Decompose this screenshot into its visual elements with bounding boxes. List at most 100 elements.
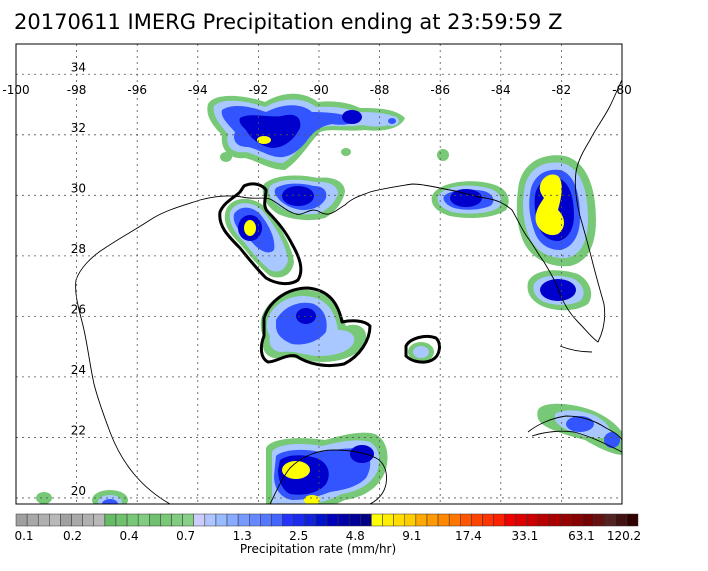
- colorbar-tick-label: 9.1: [402, 529, 421, 543]
- lon-tick-label: -88: [370, 83, 390, 97]
- colorbar-swatch: [293, 513, 306, 527]
- colorbar-swatch: [249, 513, 261, 527]
- colorbar-swatch: [226, 513, 239, 527]
- colorbar-swatch: [60, 513, 72, 527]
- lat-tick-label: 30: [71, 181, 86, 195]
- colorbar-swatch: [260, 513, 272, 527]
- colorbar-swatch: [315, 513, 328, 527]
- colorbar-label: Precipitation rate (mm/hr): [240, 542, 396, 556]
- colorbar-swatch: [71, 513, 83, 527]
- colorbar-swatch: [482, 513, 494, 527]
- lat-tick-label: 34: [71, 60, 86, 74]
- precip-cell-bottom-left: [36, 490, 128, 504]
- colorbar-tick-label: 0.4: [120, 529, 139, 543]
- lon-tick-label: -94: [188, 83, 208, 97]
- gulf-coast-north: [75, 79, 622, 343]
- contour-outlines: [218, 182, 441, 368]
- colorbar-swatch: [171, 513, 183, 527]
- lat-tick-label: 28: [71, 242, 86, 256]
- colorbar-swatch: [393, 513, 405, 527]
- colorbar-swatch: [582, 513, 594, 527]
- precip-cell-panhandle: [431, 181, 509, 218]
- lon-tick-label: -90: [309, 83, 329, 97]
- colorbar-swatch: [137, 513, 150, 527]
- colorbar-swatch: [49, 513, 61, 527]
- contour-central: [259, 286, 372, 368]
- colorbar-swatch: [26, 513, 39, 527]
- coastlines: [75, 79, 622, 504]
- map-title: 20170611 IMERG Precipitation ending at 2…: [14, 10, 563, 34]
- grid-lines: [16, 44, 622, 504]
- colorbar-swatch: [348, 513, 361, 527]
- colorbar-tick-label: 0.2: [63, 529, 82, 543]
- colorbar-tick-label: 63.1: [568, 529, 595, 543]
- colorbar-tick-label: 0.1: [14, 529, 33, 543]
- colorbar-swatch: [493, 513, 505, 527]
- colorbar-swatch: [149, 513, 161, 527]
- colorbar-tick-label: 17.4: [455, 529, 482, 543]
- lon-tick-label: -80: [612, 83, 632, 97]
- colorbar-swatch: [237, 513, 250, 527]
- colorbar-swatch: [326, 513, 339, 527]
- contour-west: [218, 182, 303, 286]
- colorbar-swatch: [437, 513, 450, 527]
- colorbar-swatch: [160, 513, 172, 527]
- precip-cell-north: [207, 93, 449, 170]
- lat-tick-label: 20: [71, 484, 86, 498]
- colorbar: [15, 513, 639, 527]
- colorbar-swatch: [360, 513, 372, 527]
- lat-tick-labels: 34 32 30 28 26 24 22 20: [71, 60, 86, 498]
- colorbar-tick-label: 0.7: [176, 529, 195, 543]
- colorbar-swatch: [304, 513, 317, 527]
- colorbar-tick-label: 2.5: [289, 529, 308, 543]
- colorbar-swatch: [404, 513, 417, 527]
- colorbar-tick-label: 4.8: [346, 529, 365, 543]
- colorbar-swatch: [371, 513, 383, 527]
- lon-tick-label: -82: [552, 83, 572, 97]
- colorbar-swatch: [93, 513, 106, 527]
- colorbar-swatch: [460, 513, 472, 527]
- plot-border: [15, 43, 623, 505]
- colorbar-swatch: [604, 513, 617, 527]
- colorbar-swatch: [115, 513, 128, 527]
- colorbar-tick-label: 1.3: [233, 529, 252, 543]
- colorbar-swatch: [448, 513, 461, 527]
- lon-tick-labels: -100 -98 -96 -94 -92 -90 -88 -86 -84 -82 -80: [2, 83, 631, 97]
- colorbar-swatch: [593, 513, 605, 527]
- colorbar-tick-label: 33.1: [512, 529, 539, 543]
- cuba-coast: [527, 415, 622, 453]
- colorbar-swatch: [471, 513, 483, 527]
- precip-cell-yucatan: [266, 432, 388, 504]
- precip-cell-florida: [516, 155, 596, 311]
- colorbar-swatch: [626, 513, 639, 527]
- colorbar-swatch: [548, 513, 561, 527]
- colorbar-swatch: [560, 513, 572, 527]
- lat-tick-label: 26: [71, 302, 86, 316]
- lon-tick-label: -86: [430, 83, 450, 97]
- mexico-coast: [75, 279, 171, 504]
- colorbar-swatch: [282, 513, 294, 527]
- colorbar-swatch: [515, 513, 528, 527]
- lat-tick-label: 24: [71, 363, 86, 377]
- precip-cell-small: [408, 342, 434, 362]
- lat-tick-label: 22: [71, 423, 86, 437]
- colorbar-swatch: [271, 513, 283, 527]
- yucatan-coast: [269, 449, 387, 504]
- florida-keys: [559, 345, 593, 353]
- colorbar-swatch: [126, 513, 139, 527]
- colorbar-swatch: [182, 513, 194, 527]
- precip-cell-central-gulf: [260, 289, 367, 362]
- colorbar-swatch: [426, 513, 439, 527]
- precip-cell-west: [224, 198, 294, 278]
- lon-tick-label: -98: [67, 83, 87, 97]
- colorbar-swatch: [193, 513, 206, 527]
- colorbar-swatch: [104, 513, 117, 527]
- colorbar-swatch: [82, 513, 95, 527]
- colorbar-swatch: [37, 513, 50, 527]
- colorbar-swatch: [382, 513, 394, 527]
- lon-tick-label: -100: [2, 83, 29, 97]
- colorbar-swatch: [504, 513, 517, 527]
- colorbar-swatch: [537, 513, 550, 527]
- colorbar-swatch: [571, 513, 583, 527]
